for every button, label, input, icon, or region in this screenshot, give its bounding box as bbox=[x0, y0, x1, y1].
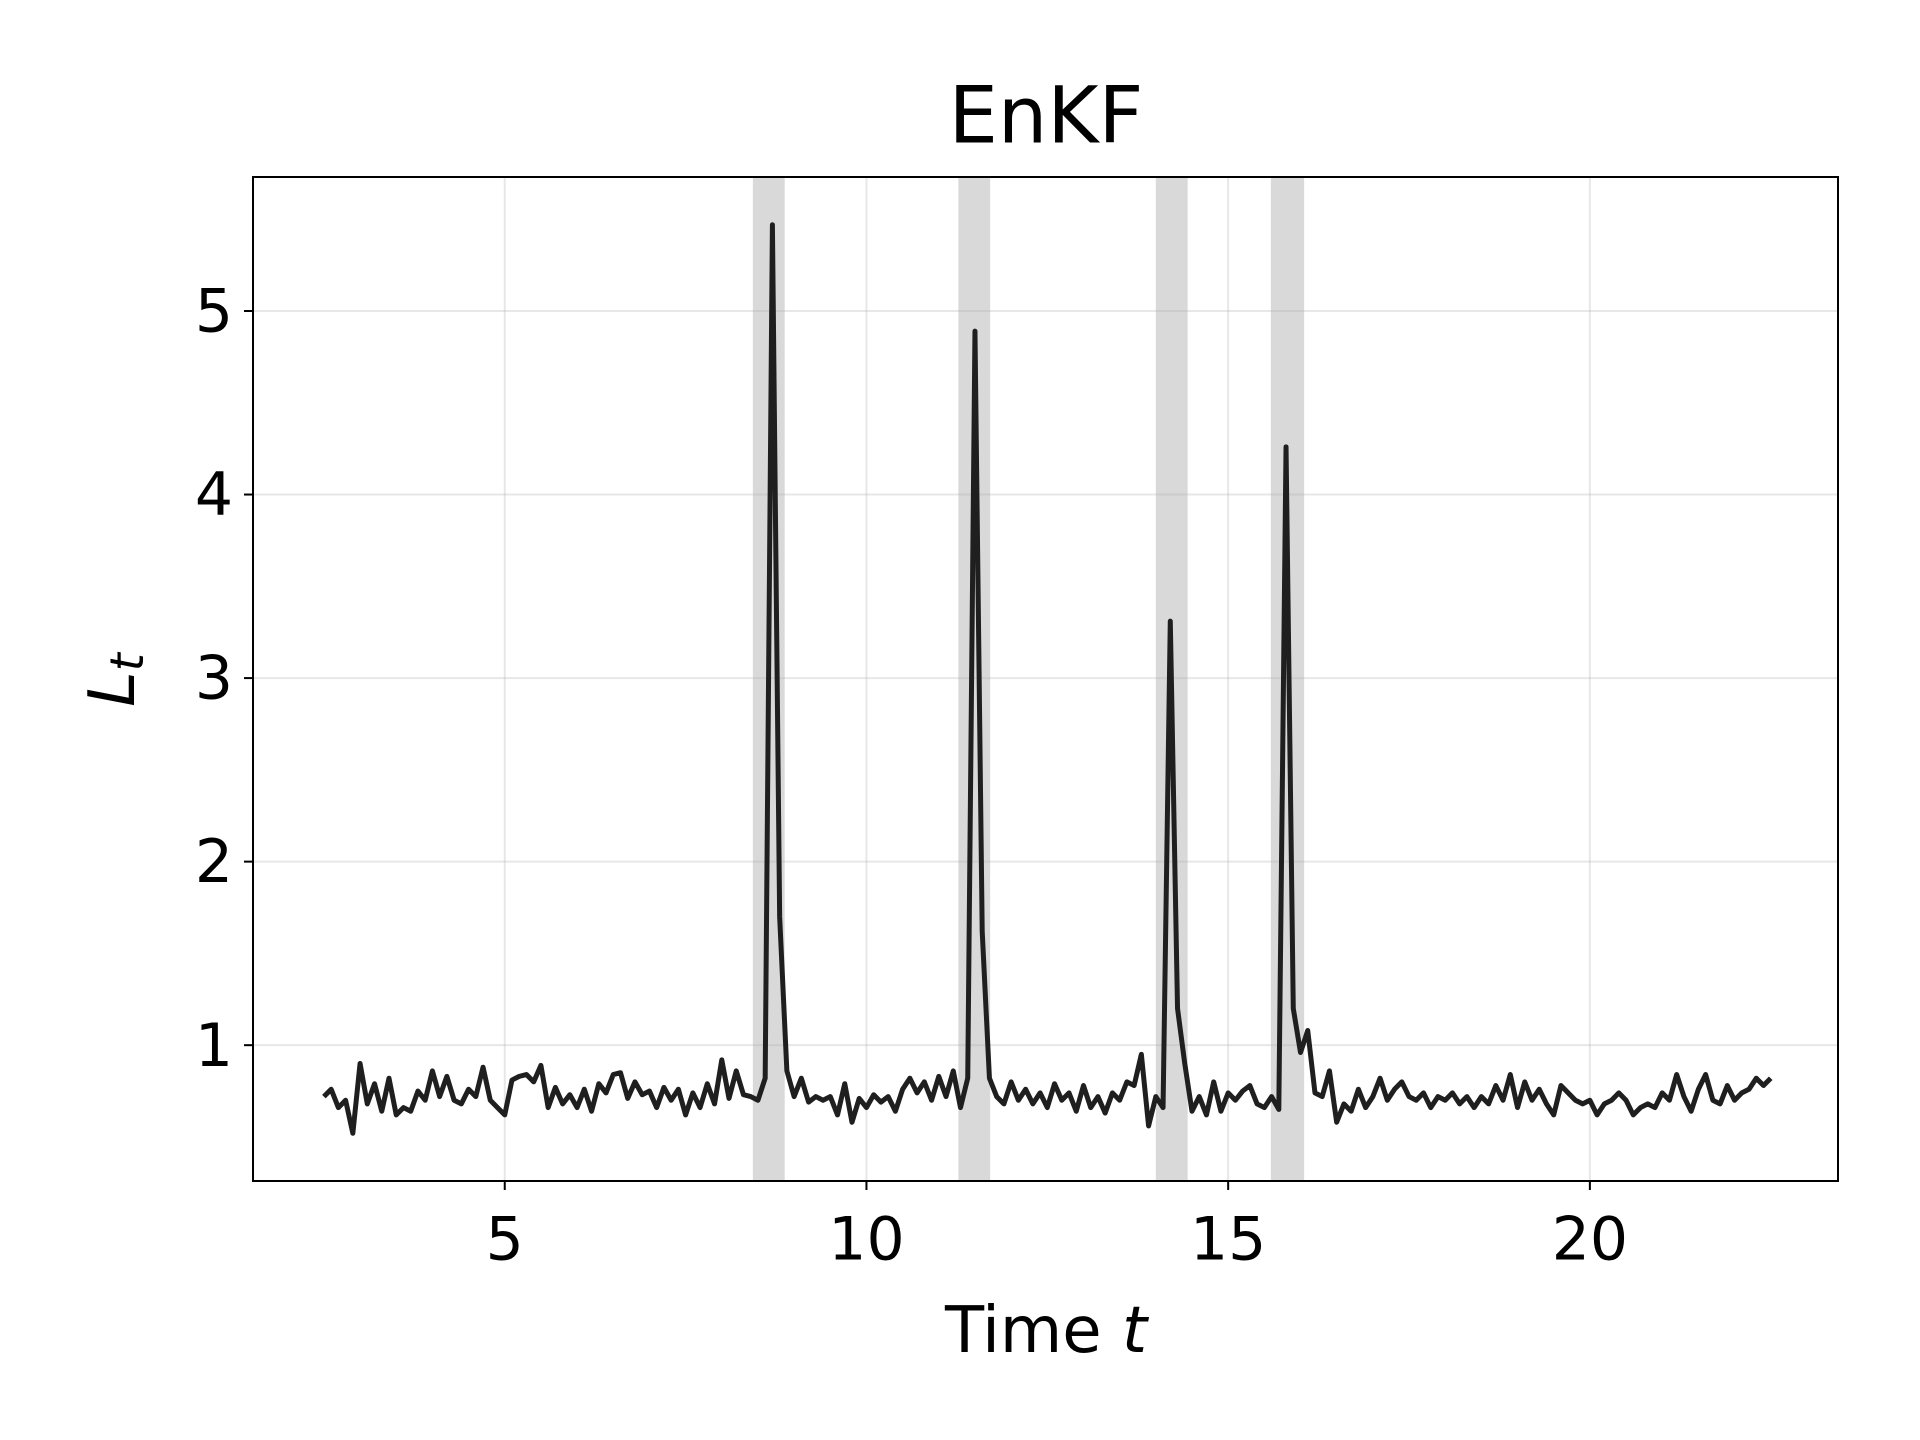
x-axis-label: Time t bbox=[944, 1294, 1150, 1368]
x-tick-label: 20 bbox=[1552, 1205, 1628, 1275]
y-axis-label-sub: t bbox=[100, 651, 154, 671]
y-tick-label: 3 bbox=[195, 644, 233, 714]
y-tick-label: 4 bbox=[195, 460, 233, 530]
x-axis-label-var: t bbox=[1122, 1294, 1150, 1368]
x-axis-label-text: Time bbox=[944, 1294, 1102, 1368]
plot-frame bbox=[252, 176, 1839, 1182]
data-line bbox=[322, 222, 1773, 1136]
y-axis-label-var: L bbox=[76, 671, 150, 707]
y-axis-label: Lt bbox=[76, 651, 154, 707]
x-tick-label: 5 bbox=[486, 1205, 524, 1275]
y-tick-label: 5 bbox=[195, 277, 233, 347]
chart-title: EnKF bbox=[949, 71, 1144, 161]
y-tick-label: 2 bbox=[195, 827, 233, 897]
y-tick-label: 1 bbox=[195, 1011, 233, 1081]
x-tick-label: 15 bbox=[1190, 1205, 1266, 1275]
x-tick-label: 10 bbox=[828, 1205, 904, 1275]
